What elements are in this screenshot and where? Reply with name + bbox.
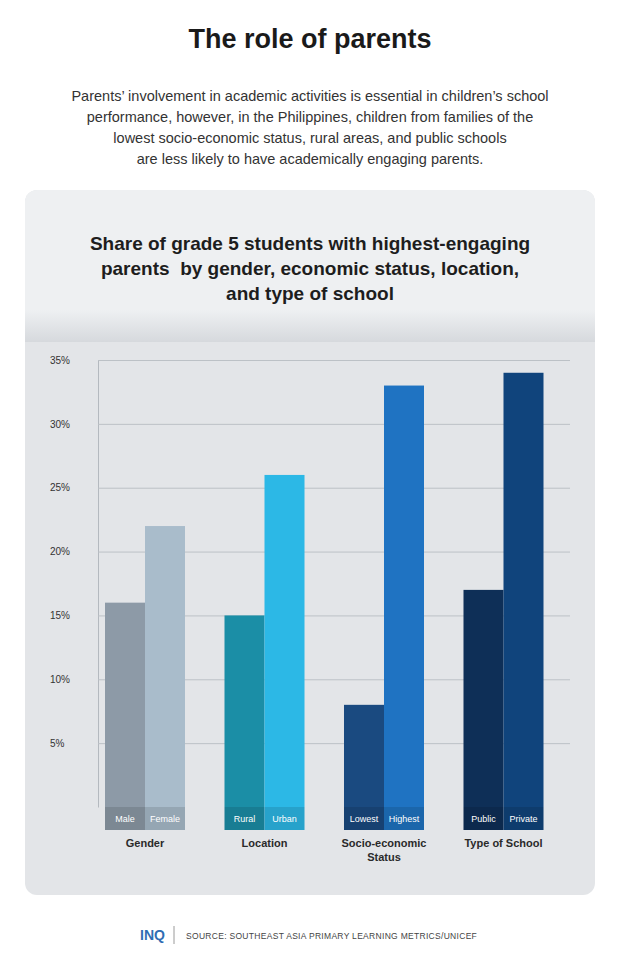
category-label: Highest [389,814,420,824]
category-label: Male [115,814,135,824]
category-label-box [384,807,424,830]
logo: INQ [140,927,165,943]
panel-header-shade [25,310,595,342]
panel-header-base [25,250,595,310]
category-label-box [265,807,305,830]
canvas-svg: The role of parents Parents’ involvement … [0,0,620,970]
y-tick-label: 25% [50,482,70,493]
category-label: Rural [234,814,256,824]
grid-line [98,360,570,361]
category-label-box [463,807,503,830]
category-label-box [503,807,543,830]
y-tick: 20% [50,546,570,557]
group-label: Type of School [464,837,542,849]
source: SOURCE: SOUTHEAST ASIA PRIMARY LEARNING … [186,931,477,941]
category-label: Lowest [350,814,379,824]
page-subtitle: performance, however, in the Philippines… [87,109,534,125]
grid-line [98,424,570,425]
labels: Male Female Gender Rural Urban Location Lowest… [105,807,544,863]
chart-title: parents by gender, economic status, loca… [101,258,519,279]
category-label-box [145,807,185,830]
grid-line [98,488,570,489]
page-subtitle: Parents’ involvement in academic activit… [71,88,548,104]
group-label: Socio-economicStatus [342,837,427,863]
chart-root: The role of parents Parents’ involvement … [0,0,620,970]
bar [463,590,503,807]
bar [224,615,264,807]
page-subtitle: lowest socio-economic status, rural area… [113,130,506,146]
bars [105,373,544,807]
category-label-box [344,807,384,830]
y-axis: 5% 10% 15% 20% 25% 30% 35% [50,355,570,808]
bar [503,373,543,807]
y-tick-label: 20% [50,546,70,557]
y-axis-line [98,361,99,808]
footer-divider [174,926,175,944]
y-tick: 25% [50,482,570,493]
y-tick-label: 10% [50,674,70,685]
bar [105,603,145,807]
bar [265,475,305,807]
bar [344,705,384,807]
bar [145,526,185,807]
y-tick: 35% [50,355,570,366]
y-tick-label: 15% [50,610,70,621]
group-label: Gender [126,837,165,849]
category-label: Private [509,814,537,824]
page-title: The role of parents [188,24,431,54]
category-label: Public [471,814,496,824]
background [0,0,620,970]
page-subtitle: are less likely to have academically eng… [137,151,484,167]
y-tick-label: 5% [50,738,65,749]
category-label-box [105,807,145,830]
category-label-box [224,807,264,830]
y-tick: 30% [50,419,570,430]
category-label: Female [150,814,180,824]
y-tick-label: 35% [50,355,70,366]
panel [25,190,595,895]
group-label: Location [242,837,288,849]
chart-title: Share of grade 5 students with highest-e… [90,233,530,254]
bar [384,386,424,807]
y-tick-label: 30% [50,419,70,430]
chart-title: and type of school [226,283,394,304]
category-label: Urban [272,814,297,824]
panel-header [25,190,595,320]
